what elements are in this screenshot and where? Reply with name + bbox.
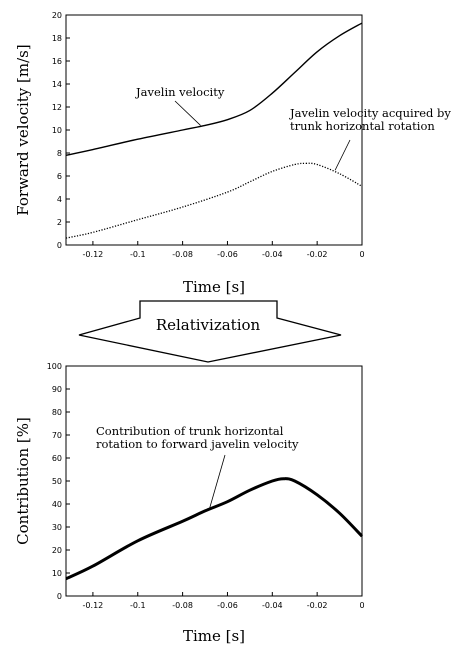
x-tick-label: 0 — [359, 250, 364, 259]
relativization-arrow: Relativization — [78, 300, 342, 363]
y-tick-label: 50 — [52, 477, 62, 486]
x-tick-label: -0.02 — [307, 601, 328, 610]
x-tick-label: -0.1 — [130, 250, 146, 259]
y-tick-label: 0 — [57, 241, 62, 250]
series-line-0 — [65, 477, 364, 581]
y-tick-label: 8 — [57, 149, 62, 158]
y-tick-label: 30 — [52, 523, 62, 532]
y-tick-label: 14 — [52, 80, 62, 89]
y-tick-label: 70 — [52, 431, 62, 440]
series-line-0 — [65, 22, 363, 156]
x-tick-label: -0.12 — [83, 250, 104, 259]
y-tick-label: 10 — [52, 569, 62, 578]
plot-frame-bottom — [65, 365, 363, 597]
y-tick-label: 90 — [52, 385, 62, 394]
y-tick-label: 6 — [57, 172, 62, 181]
x-tick-label: -0.08 — [172, 250, 193, 259]
y-tick-label: 4 — [57, 195, 62, 204]
x-tick-label: -0.08 — [172, 601, 193, 610]
x-tick-label: -0.1 — [130, 601, 146, 610]
y-tick-label: 100 — [47, 362, 62, 371]
x-axis-label-bottom: Time [s] — [183, 627, 245, 645]
chart-velocity: -0.12 -0.1 -0.08 -0.06 -0.04 -0.02 0 0 2 4 6 8 10 12 1… — [14, 11, 451, 296]
annotation-leader-0 — [174, 100, 201, 126]
annotation-0: Contribution of trunk horizontal rotation… — [96, 424, 299, 451]
y-axis-label-bottom: Contribution [%] — [14, 417, 32, 545]
series-line-1 — [65, 162, 363, 239]
x-tick-label: -0.02 — [307, 250, 328, 259]
x-tick-label: -0.06 — [217, 250, 238, 259]
x-tick-label: -0.12 — [83, 601, 104, 610]
y-tick-label: 2 — [57, 218, 62, 227]
annotation-1: Javelin velocity acquired by trunk horizo… — [289, 106, 451, 133]
x-tick-label: -0.06 — [217, 601, 238, 610]
y-tick-label: 40 — [52, 500, 62, 509]
y-tick-label: 10 — [52, 126, 62, 135]
y-tick-label: 0 — [57, 592, 62, 601]
y-tick-label: 60 — [52, 454, 62, 463]
x-axis-label-top: Time [s] — [183, 278, 245, 296]
annotation-leader-0 — [209, 454, 226, 509]
annotation-leader-1 — [334, 139, 351, 171]
y-tick-label: 18 — [52, 34, 62, 43]
x-tick-label: -0.04 — [262, 250, 283, 259]
annotation-0: Javelin velocity — [135, 85, 225, 99]
y-axis-label-top: Forward velocity [m/s] — [14, 44, 32, 215]
arrow-shape — [78, 300, 342, 363]
x-tick-label: 0 — [359, 601, 364, 610]
x-tick-label: -0.04 — [262, 601, 283, 610]
y-tick-label: 20 — [52, 546, 62, 555]
chart-contribution: -0.12 -0.1 -0.08 -0.06 -0.04 -0.02 0 0 10 20 30 40 5… — [14, 362, 365, 645]
y-tick-label: 20 — [52, 11, 62, 20]
y-tick-label: 12 — [52, 103, 62, 112]
y-tick-label: 16 — [52, 57, 62, 66]
y-tick-label: 80 — [52, 408, 62, 417]
relativization-label: Relativization — [156, 316, 261, 334]
